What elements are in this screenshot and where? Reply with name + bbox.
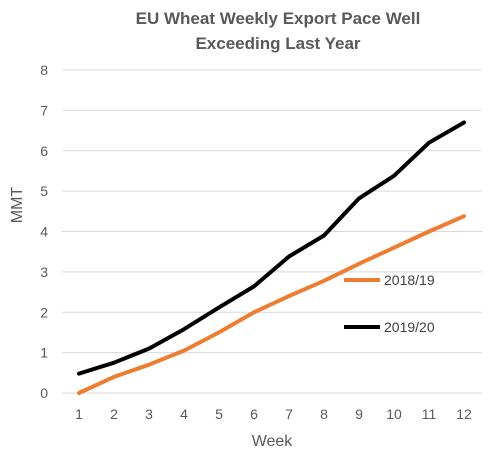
series-line-2019-20 <box>77 120 466 376</box>
y-tick-label: 3 <box>40 264 48 280</box>
x-tick-label: 5 <box>215 406 223 422</box>
y-tick-label: 2 <box>40 304 48 320</box>
x-tick-label: 2 <box>110 406 118 422</box>
y-axis-ticks: 0 1 2 3 4 5 6 7 8 <box>40 62 48 401</box>
x-tick-label: 11 <box>422 406 437 422</box>
x-tick-label: 4 <box>180 406 188 422</box>
y-tick-label: 7 <box>40 102 48 118</box>
x-axis-ticks: 1 2 3 4 5 6 7 8 9 10 11 12 <box>75 406 472 422</box>
y-tick-label: 6 <box>40 143 48 159</box>
x-tick-label: 1 <box>75 406 83 422</box>
y-tick-label: 0 <box>40 385 48 401</box>
x-tick-label: 3 <box>145 406 153 422</box>
x-tick-label: 6 <box>250 406 258 422</box>
x-axis-title: Week <box>252 433 294 450</box>
y-tick-label: 8 <box>40 62 48 78</box>
series-lines <box>77 120 466 395</box>
gridlines <box>62 69 482 354</box>
x-tick-label: 10 <box>386 406 402 422</box>
legend: 2018/19 2019/20 <box>344 272 435 335</box>
x-tick-label: 8 <box>320 406 328 422</box>
x-tick-label: 9 <box>355 406 363 422</box>
y-tick-label: 5 <box>40 183 48 199</box>
y-axis-title: MMT <box>9 187 26 224</box>
series-line-2018-19 <box>77 214 466 395</box>
y-tick-label: 1 <box>40 345 48 361</box>
y-tick-label: 4 <box>40 224 48 240</box>
x-tick-label: 7 <box>285 406 293 422</box>
x-tick-label: 12 <box>456 406 472 422</box>
chart-title-line-1: EU Wheat Weekly Export Pace Well <box>136 9 421 28</box>
legend-label-2018-19: 2018/19 <box>384 272 435 288</box>
chart-title-line-2: Exceeding Last Year <box>195 34 360 53</box>
legend-label-2019-20: 2019/20 <box>384 319 435 335</box>
